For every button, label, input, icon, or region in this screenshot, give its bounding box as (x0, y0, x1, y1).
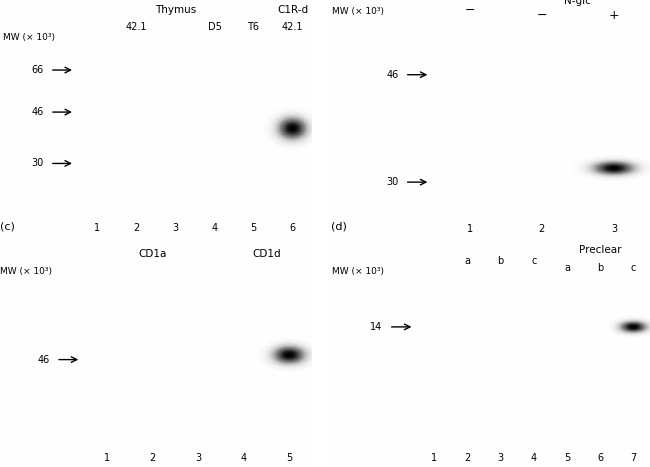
Text: 5: 5 (286, 453, 292, 463)
Text: −: − (536, 9, 547, 21)
Text: 1: 1 (467, 224, 473, 234)
Text: 4: 4 (211, 223, 218, 233)
Bar (84, 285, 312, 444)
Text: a: a (464, 256, 471, 266)
Bar (78, 51, 312, 217)
Text: CD1d: CD1d (252, 249, 281, 259)
Text: (c): (c) (0, 221, 15, 231)
Text: MW (× 10³): MW (× 10³) (0, 267, 52, 276)
Text: Thymus: Thymus (155, 5, 196, 15)
Text: 3: 3 (611, 224, 617, 234)
Text: +: + (608, 9, 619, 21)
Text: 46: 46 (31, 107, 44, 117)
Text: 1: 1 (104, 453, 110, 463)
Text: 7: 7 (630, 453, 636, 463)
Text: 1: 1 (431, 453, 437, 463)
Text: CD1a: CD1a (138, 249, 167, 259)
Text: 46: 46 (386, 70, 398, 80)
Text: 3: 3 (172, 223, 179, 233)
Text: b: b (497, 256, 504, 266)
Text: C1R-d: C1R-d (277, 5, 308, 15)
Text: c: c (531, 256, 536, 266)
Text: 1: 1 (94, 223, 101, 233)
Text: 42.1: 42.1 (125, 22, 148, 32)
Text: 6: 6 (597, 453, 603, 463)
Text: Preclear: Preclear (579, 245, 621, 255)
Text: D5: D5 (207, 22, 222, 32)
Text: 3: 3 (195, 453, 202, 463)
Text: −: − (464, 4, 474, 17)
Text: 30: 30 (31, 158, 44, 169)
Text: 5: 5 (250, 223, 257, 233)
Text: 66: 66 (31, 65, 44, 75)
Text: 2: 2 (539, 224, 545, 234)
Text: MW (× 10³): MW (× 10³) (3, 33, 55, 42)
Text: T6: T6 (248, 22, 259, 32)
Bar (417, 285, 650, 444)
Text: 2: 2 (464, 453, 471, 463)
Text: 30: 30 (386, 177, 398, 187)
Text: 4: 4 (240, 453, 247, 463)
Text: 42.1: 42.1 (281, 22, 304, 32)
Text: 14: 14 (370, 322, 382, 332)
Text: b: b (597, 263, 603, 273)
Text: (d): (d) (332, 221, 347, 231)
Text: MW (× 10³): MW (× 10³) (332, 7, 384, 16)
Text: 5: 5 (564, 453, 570, 463)
Text: a: a (564, 263, 570, 273)
Text: 6: 6 (289, 223, 296, 233)
Text: 2: 2 (133, 223, 140, 233)
Text: N-glc: N-glc (564, 0, 592, 6)
Text: MW (× 10³): MW (× 10³) (332, 267, 384, 276)
Text: 4: 4 (530, 453, 537, 463)
Text: c: c (630, 263, 636, 273)
Text: Streptavidin blot: Streptavidin blot (150, 248, 237, 257)
Text: 3: 3 (497, 453, 504, 463)
Text: 46: 46 (38, 354, 50, 365)
Bar (434, 19, 650, 222)
Text: 2: 2 (150, 453, 156, 463)
